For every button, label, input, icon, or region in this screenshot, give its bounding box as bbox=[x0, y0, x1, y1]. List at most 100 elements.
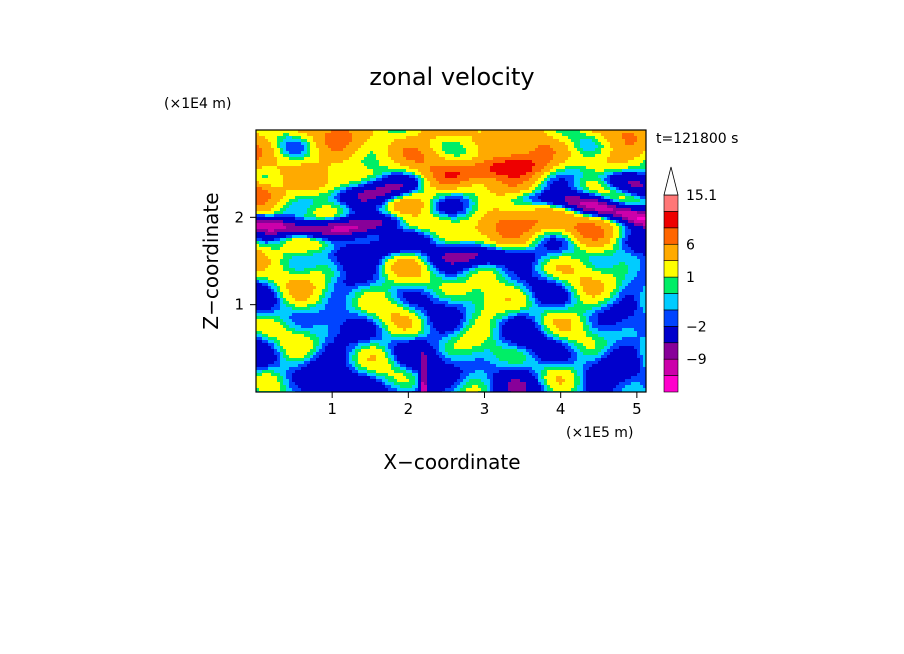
field-cell bbox=[349, 160, 353, 164]
field-cell bbox=[418, 184, 422, 188]
field-cell bbox=[382, 226, 386, 230]
field-cell bbox=[535, 208, 539, 212]
field-cell bbox=[382, 160, 386, 164]
field-cell bbox=[304, 151, 308, 155]
field-cell bbox=[541, 178, 545, 182]
field-cell bbox=[490, 229, 494, 233]
field-cell bbox=[469, 223, 473, 227]
field-cell bbox=[607, 193, 611, 197]
field-cell bbox=[403, 139, 407, 143]
field-cell bbox=[565, 193, 569, 197]
field-cell bbox=[562, 214, 566, 218]
field-cell bbox=[631, 232, 635, 236]
field-cell bbox=[622, 214, 626, 218]
field-cell bbox=[268, 169, 272, 173]
field-cell bbox=[268, 133, 272, 137]
field-cell bbox=[364, 151, 368, 155]
field-cell bbox=[271, 244, 275, 248]
field-cell bbox=[370, 229, 374, 233]
field-cell bbox=[541, 229, 545, 233]
field-cell bbox=[640, 241, 644, 245]
field-cell bbox=[421, 148, 425, 152]
field-cell bbox=[601, 151, 605, 155]
field-cell bbox=[616, 169, 620, 173]
field-cell bbox=[484, 145, 488, 149]
field-cell bbox=[355, 214, 359, 218]
field-cell bbox=[352, 220, 356, 224]
field-cell bbox=[334, 157, 338, 161]
field-cell bbox=[478, 187, 482, 191]
field-cell bbox=[283, 208, 287, 212]
field-cell bbox=[544, 229, 548, 233]
field-cell bbox=[421, 217, 425, 221]
field-cell bbox=[286, 163, 290, 167]
field-cell bbox=[601, 223, 605, 227]
field-cell bbox=[547, 205, 551, 209]
field-cell bbox=[307, 139, 311, 143]
field-cell bbox=[451, 196, 455, 200]
field-cell bbox=[331, 211, 335, 215]
field-cell bbox=[439, 178, 443, 182]
field-cell bbox=[580, 220, 584, 224]
field-cell bbox=[592, 163, 596, 167]
field-cell bbox=[343, 157, 347, 161]
field-cell bbox=[337, 241, 341, 245]
field-cell bbox=[322, 160, 326, 164]
field-cell bbox=[571, 130, 575, 134]
field-cell bbox=[328, 154, 332, 158]
field-cell bbox=[415, 136, 419, 140]
field-cell bbox=[358, 148, 362, 152]
field-cell bbox=[397, 208, 401, 212]
field-cell bbox=[358, 175, 362, 179]
field-cell bbox=[466, 142, 470, 146]
field-cell bbox=[430, 163, 434, 167]
field-cell bbox=[289, 163, 293, 167]
field-cell bbox=[337, 202, 341, 206]
field-cell bbox=[430, 181, 434, 185]
field-cell bbox=[340, 160, 344, 164]
field-cell bbox=[286, 151, 290, 155]
field-cell bbox=[499, 175, 503, 179]
field-cell bbox=[523, 178, 527, 182]
field-cell bbox=[298, 169, 302, 173]
field-cell bbox=[277, 154, 281, 158]
field-cell bbox=[262, 205, 266, 209]
field-cell bbox=[394, 151, 398, 155]
field-cell bbox=[316, 193, 320, 197]
field-cell bbox=[478, 133, 482, 137]
field-cell bbox=[547, 214, 551, 218]
field-cell bbox=[313, 217, 317, 221]
field-cell bbox=[559, 166, 563, 170]
field-cell bbox=[520, 163, 524, 167]
field-cell bbox=[481, 241, 485, 245]
field-cell bbox=[478, 202, 482, 206]
field-cell bbox=[475, 196, 479, 200]
field-cell bbox=[274, 199, 278, 203]
field-cell bbox=[508, 193, 512, 197]
field-cell bbox=[607, 241, 611, 245]
field-cell bbox=[568, 208, 572, 212]
field-cell bbox=[502, 154, 506, 158]
field-cell bbox=[385, 238, 389, 242]
field-cell bbox=[358, 226, 362, 230]
field-cell bbox=[601, 187, 605, 191]
field-cell bbox=[277, 160, 281, 164]
field-cell bbox=[643, 202, 646, 206]
field-cell bbox=[466, 160, 470, 164]
field-cell bbox=[625, 214, 629, 218]
field-cell bbox=[259, 178, 263, 182]
field-cell bbox=[349, 238, 353, 242]
field-cell bbox=[340, 235, 344, 239]
field-cell bbox=[622, 217, 626, 221]
field-cell bbox=[379, 238, 383, 242]
field-cell bbox=[406, 214, 410, 218]
field-cell bbox=[262, 235, 266, 239]
field-cell bbox=[334, 214, 338, 218]
field-cell bbox=[286, 133, 290, 137]
field-cell bbox=[262, 154, 266, 158]
field-cell bbox=[448, 205, 452, 209]
field-cell bbox=[631, 238, 635, 242]
field-cell bbox=[334, 226, 338, 230]
field-cell bbox=[565, 190, 569, 194]
